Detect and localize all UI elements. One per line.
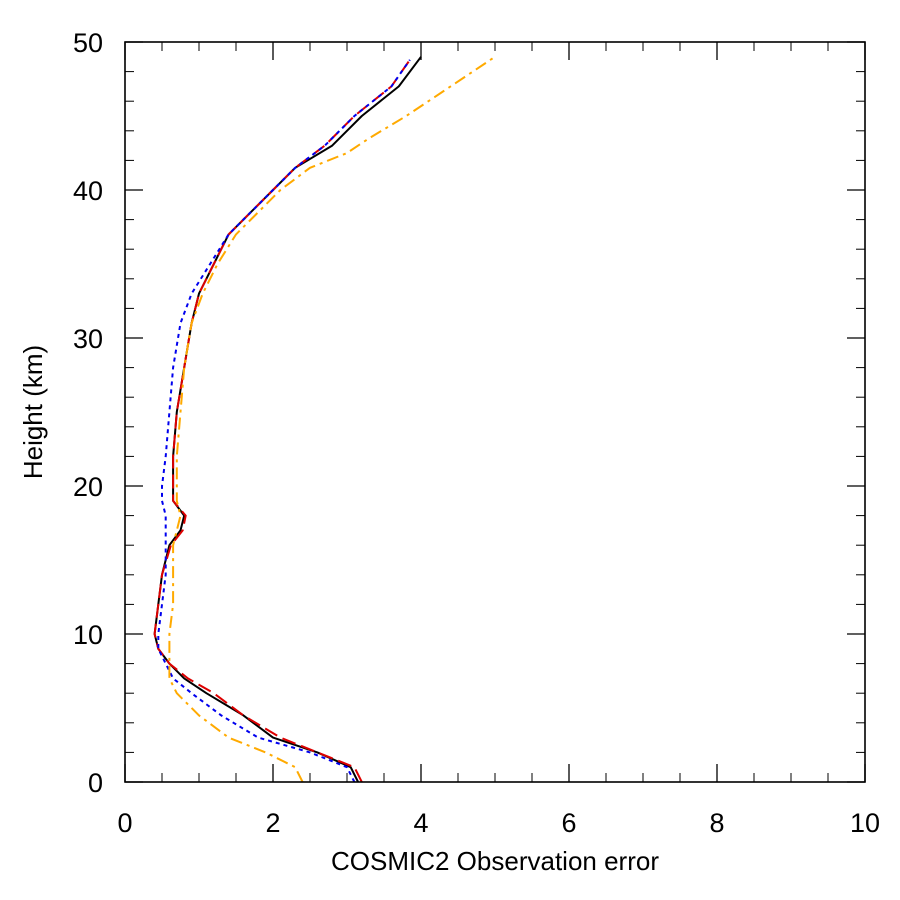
y-tick-label: 30 [73, 324, 103, 354]
series-line-4 [168, 55, 496, 783]
x-tick-label: 8 [709, 808, 724, 838]
y-tick-label: 0 [88, 768, 103, 798]
x-axis-title: COSMIC2 Observation error [331, 846, 659, 876]
y-tick-labels: 0 10 20 30 40 50 [73, 28, 103, 798]
y-tick-label: 50 [73, 28, 103, 58]
x-tick-label: 4 [413, 808, 428, 838]
series-line-1 [153, 56, 422, 783]
series-layer [153, 55, 496, 783]
major-ticks [124, 41, 866, 783]
x-tick-label: 10 [850, 808, 880, 838]
y-tick-label: 20 [73, 472, 103, 502]
series-line-3 [157, 59, 411, 783]
minor-ticks [125, 42, 865, 782]
x-tick-label: 0 [117, 808, 132, 838]
y-tick-label: 40 [73, 176, 103, 206]
y-axis-title: Height (km) [18, 345, 48, 479]
plot-frame [124, 41, 866, 783]
y-tick-label: 10 [73, 620, 103, 650]
x-tick-label: 2 [265, 808, 280, 838]
x-tick-label: 6 [561, 808, 576, 838]
x-tick-labels: 0 2 4 6 8 10 [117, 808, 880, 838]
series-line-2 [153, 59, 411, 783]
